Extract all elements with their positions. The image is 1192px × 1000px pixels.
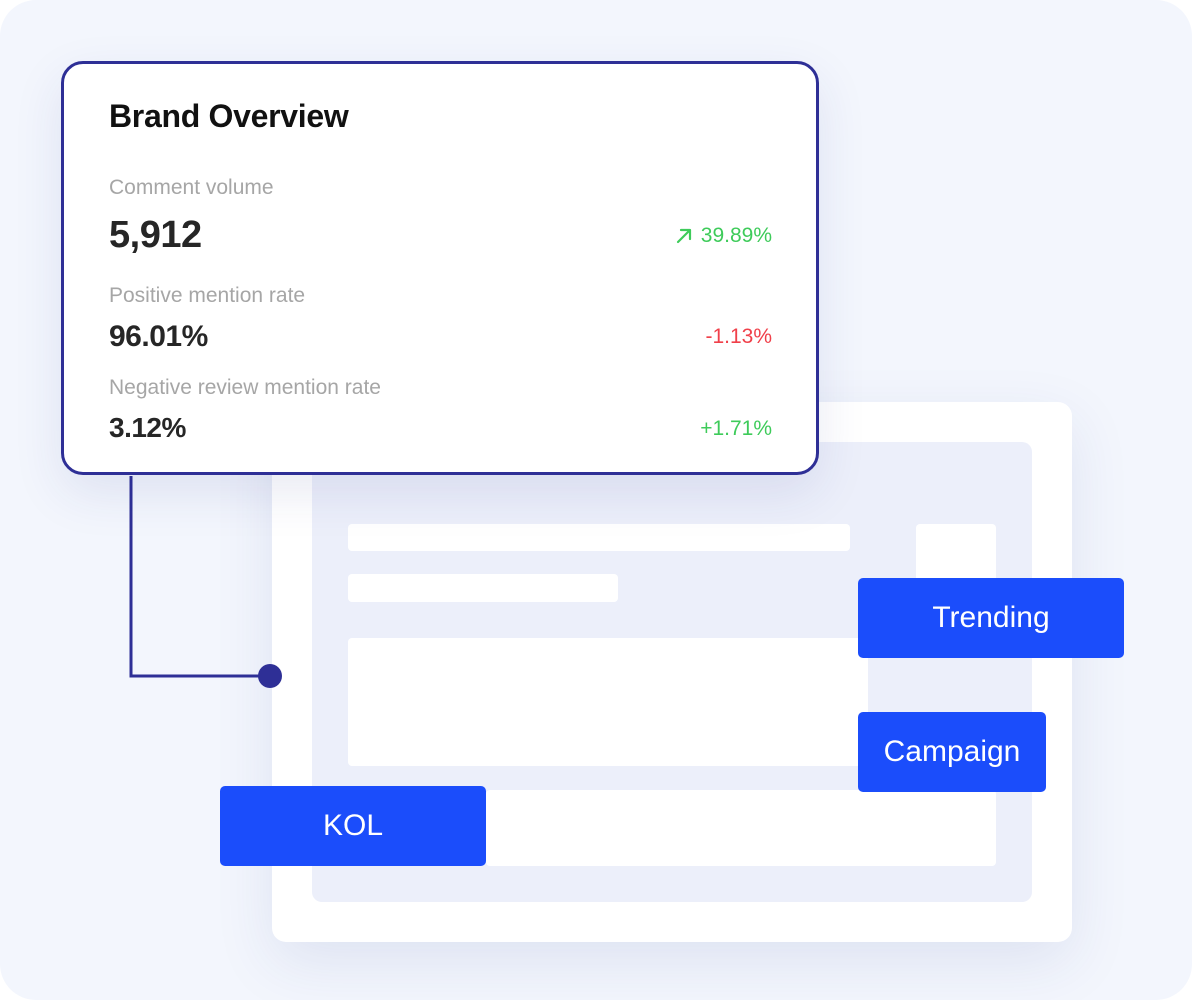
kol-tag-button[interactable]: KOL (220, 786, 486, 866)
placeholder-bar (348, 574, 618, 602)
brand-overview-card: Brand Overview Comment volume 5,912 39.8… (61, 61, 819, 475)
placeholder-bar (916, 524, 996, 584)
comment-volume-value: 5,912 (109, 214, 202, 256)
negative-review-rate-value: 3.12% (109, 412, 186, 443)
negative-review-rate-label: Negative review mention rate (109, 376, 381, 399)
comment-volume-change-text: 39.89% (700, 224, 772, 247)
arrow-up-right-icon (676, 228, 691, 244)
trending-tag-button[interactable]: Trending (858, 578, 1124, 658)
placeholder-block (486, 790, 996, 866)
comment-volume-change: 39.89% (675, 224, 772, 248)
placeholder-block (348, 638, 868, 766)
card-title: Brand Overview (109, 98, 349, 134)
campaign-tag-button[interactable]: Campaign (858, 712, 1046, 792)
negative-review-rate-change: +1.71% (700, 417, 772, 440)
positive-mention-rate-change: -1.13% (705, 325, 772, 348)
positive-mention-rate-label: Positive mention rate (109, 284, 306, 307)
comment-volume-label: Comment volume (109, 176, 274, 199)
positive-mention-rate-value: 96.01% (109, 320, 208, 353)
placeholder-bar (348, 524, 850, 551)
